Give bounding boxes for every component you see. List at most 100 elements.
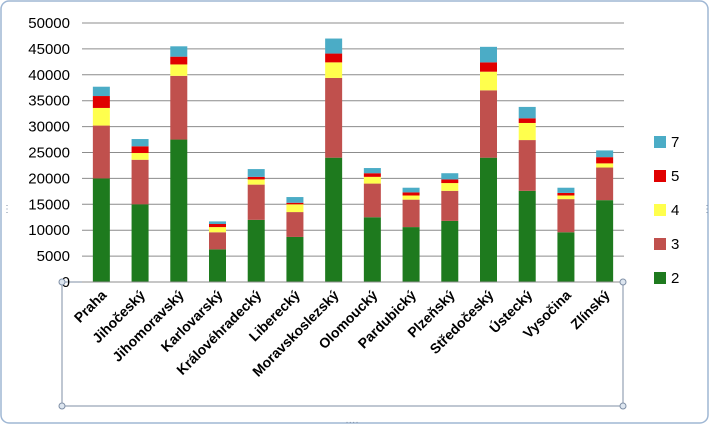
bar-segment-series-2 bbox=[518, 190, 536, 282]
bar-segment-series-2 bbox=[92, 178, 110, 282]
resize-grip-left: ⋮ bbox=[2, 204, 12, 215]
bar-segment-series-4 bbox=[480, 71, 497, 91]
resize-grip-right: ⋮ bbox=[702, 204, 710, 215]
resize-handle-top-right bbox=[619, 278, 627, 286]
y-tick-label: 10000 bbox=[28, 222, 70, 239]
bar-segment-series-4 bbox=[402, 195, 420, 200]
bar-segment-series-5 bbox=[209, 223, 226, 228]
legend-swatch-7 bbox=[654, 136, 666, 148]
bar-segment-series-5 bbox=[518, 118, 536, 123]
bar-segment-series-4 bbox=[518, 122, 536, 141]
resize-handle-top-left bbox=[58, 278, 66, 286]
bar-segment-series-7 bbox=[131, 139, 149, 147]
bar-segment-series-7 bbox=[480, 46, 497, 63]
bar-segment-series-4 bbox=[363, 176, 381, 184]
bar-segment-series-2 bbox=[131, 204, 149, 282]
y-tick-label: 0 bbox=[62, 274, 70, 291]
bar-segment-series-7 bbox=[363, 168, 381, 174]
bar-segment-series-5 bbox=[441, 179, 459, 184]
bar-segment-series-3 bbox=[480, 90, 497, 158]
bar-segment-series-4 bbox=[557, 195, 575, 200]
legend: 7 5 4 3 2 bbox=[654, 134, 679, 287]
bar-segment-series-5 bbox=[596, 157, 614, 164]
legend-label: 4 bbox=[671, 202, 679, 219]
bar-segment-series-5 bbox=[480, 62, 497, 72]
bar-segment-series-5 bbox=[131, 146, 149, 154]
bar-segment-series-4 bbox=[131, 153, 149, 160]
bar-segment-series-4 bbox=[170, 64, 188, 76]
resize-handle-bottom-right bbox=[619, 402, 627, 410]
bar-segment-series-2 bbox=[209, 249, 226, 282]
bar-segment-series-3 bbox=[363, 183, 381, 218]
bar-segment-series-5 bbox=[402, 192, 420, 196]
legend-swatch-5 bbox=[654, 170, 666, 182]
bar-segment-series-3 bbox=[247, 184, 265, 220]
bar-segment-series-3 bbox=[286, 212, 304, 237]
bar-segment-series-4 bbox=[596, 163, 614, 168]
y-tick-label: 5000 bbox=[37, 248, 70, 265]
bar-segment-series-5 bbox=[170, 56, 188, 65]
bar-segment-series-7 bbox=[247, 169, 265, 177]
bar-segment-series-4 bbox=[325, 62, 343, 78]
bar-segment-series-7 bbox=[402, 187, 420, 193]
bar-segment-series-2 bbox=[480, 157, 497, 282]
bar-segment-series-5 bbox=[92, 96, 110, 108]
bar-segment-series-7 bbox=[209, 221, 226, 224]
bar-segment-series-2 bbox=[286, 236, 304, 282]
y-tick-label: 50000 bbox=[28, 15, 70, 32]
bar-segment-series-2 bbox=[363, 217, 381, 282]
bar-segment-series-4 bbox=[286, 204, 304, 213]
bar-segment-series-2 bbox=[441, 220, 459, 282]
bar-segment-series-3 bbox=[402, 199, 420, 228]
bar-segment-series-5 bbox=[557, 192, 575, 196]
y-tick-label: 35000 bbox=[28, 93, 70, 110]
bar-segment-series-2 bbox=[596, 200, 614, 282]
y-tick-label: 40000 bbox=[28, 67, 70, 84]
bar-segment-series-3 bbox=[325, 77, 343, 158]
bar-segment-series-3 bbox=[92, 125, 110, 179]
y-tick-label: 15000 bbox=[28, 196, 70, 213]
legend-swatch-3 bbox=[654, 238, 666, 250]
bar-segment-series-3 bbox=[518, 140, 536, 191]
bar-segment-series-3 bbox=[441, 190, 459, 221]
bar-segment-series-2 bbox=[557, 232, 575, 282]
legend-swatch-4 bbox=[654, 204, 666, 216]
bar-segment-series-3 bbox=[557, 199, 575, 233]
legend-label: 5 bbox=[671, 168, 679, 185]
bar-segment-series-7 bbox=[92, 86, 110, 97]
legend-label: 7 bbox=[671, 134, 679, 151]
bar-segment-series-5 bbox=[363, 173, 381, 177]
legend-swatch-2 bbox=[654, 272, 666, 284]
bar-segment-series-2 bbox=[247, 219, 265, 282]
bar-segment-series-7 bbox=[286, 197, 304, 203]
bar-segment-series-7 bbox=[325, 38, 343, 54]
bar-segment-series-4 bbox=[209, 227, 226, 233]
bar-segment-series-7 bbox=[441, 173, 459, 180]
resize-handle-bottom-left bbox=[58, 402, 66, 410]
bar-segment-series-2 bbox=[325, 157, 343, 282]
bar-segment-series-2 bbox=[402, 227, 420, 282]
bar-segment-series-3 bbox=[209, 232, 226, 250]
bar-segment-series-4 bbox=[92, 107, 110, 126]
bar-segment-series-7 bbox=[557, 187, 575, 193]
resize-grip-bottom: ···· bbox=[345, 417, 358, 425]
legend-label: 3 bbox=[671, 236, 679, 253]
bar-segment-series-3 bbox=[170, 75, 188, 140]
y-axis-ticks: 0 5000 10000 15000 20000 25000 30000 35000 40000… bbox=[28, 15, 70, 291]
selection-handles[interactable]: ···· ⋮ ⋮ bbox=[2, 204, 710, 425]
bar-segment-series-7 bbox=[596, 150, 614, 158]
bar-segment-series-5 bbox=[286, 202, 304, 205]
y-tick-label: 25000 bbox=[28, 145, 70, 162]
y-tick-label: 30000 bbox=[28, 119, 70, 136]
bar-segment-series-4 bbox=[441, 183, 459, 191]
bar-segment-series-5 bbox=[247, 176, 265, 180]
bar-segment-series-2 bbox=[170, 139, 188, 282]
legend-label: 2 bbox=[671, 270, 679, 287]
bar-segment-series-3 bbox=[131, 159, 149, 205]
bars bbox=[92, 38, 614, 282]
bar-segment-series-5 bbox=[325, 53, 343, 63]
bar-segment-series-7 bbox=[518, 106, 536, 119]
bar-segment-series-3 bbox=[596, 167, 614, 201]
